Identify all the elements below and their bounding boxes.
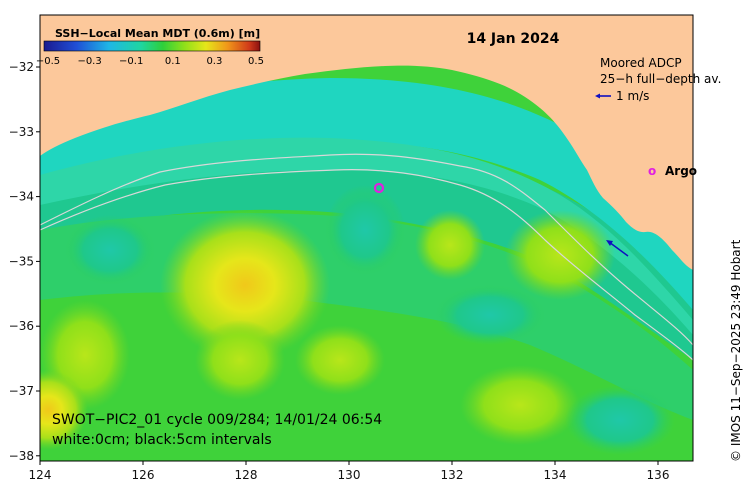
colorbar-tick-label: 0.3 bbox=[206, 56, 222, 67]
warm-eddy bbox=[160, 210, 330, 360]
velocity-scale-label: 1 m/s bbox=[616, 89, 649, 103]
x-tick-label: 126 bbox=[132, 468, 155, 482]
y-tick-label: −36 bbox=[9, 319, 34, 333]
x-tick-label: 128 bbox=[235, 468, 258, 482]
y-tick-label: −38 bbox=[9, 449, 34, 463]
argo-legend: o Argo bbox=[648, 164, 697, 178]
y-tick-label: −37 bbox=[9, 384, 34, 398]
cool-eddy-far-se bbox=[565, 385, 675, 455]
colorbar: SSH−Local Mean MDT (0.6m) [m] −0.5 −0.3 −0… bbox=[36, 27, 264, 67]
velocity-scale-arrowhead bbox=[595, 93, 600, 99]
adcp-legend-line2: 25−h full−depth av. bbox=[600, 72, 721, 86]
colorbar-tick-label: −0.3 bbox=[77, 56, 101, 67]
island bbox=[672, 241, 678, 247]
y-tick-label: −32 bbox=[9, 60, 34, 74]
x-axis: 124 126 128 130 132 134 136 bbox=[29, 461, 670, 482]
colorbar-tick-label: −0.5 bbox=[36, 56, 60, 67]
light-cyan-band bbox=[40, 137, 693, 335]
cyan-coastal-band bbox=[40, 78, 693, 310]
adcp-mooring-arrow[interactable] bbox=[606, 240, 629, 257]
colorbar-tick-label: −0.1 bbox=[119, 56, 143, 67]
x-tick-label: 132 bbox=[441, 468, 464, 482]
y-tick-label: −35 bbox=[9, 254, 34, 268]
land-mass bbox=[40, 15, 693, 270]
y-tick-label: −34 bbox=[9, 190, 34, 204]
lime-eddy-mid bbox=[415, 210, 485, 280]
bathymetry-contour-1 bbox=[40, 153, 693, 346]
colorbar-ticks: −0.5 −0.3 −0.1 0.1 0.3 0.5 bbox=[36, 56, 264, 67]
bathymetry-contour-2 bbox=[40, 169, 693, 361]
y-tick-label: −33 bbox=[9, 125, 34, 139]
y-axis: −32 −33 −34 −35 −36 −37 −38 bbox=[9, 60, 40, 463]
lime-eddy-east bbox=[505, 210, 615, 300]
cool-eddy-south bbox=[435, 285, 545, 345]
map-title: 14 Jan 2024 bbox=[467, 31, 560, 47]
colorbar-gradient bbox=[43, 40, 261, 52]
x-tick-label: 124 bbox=[29, 468, 52, 482]
colorbar-tick-label: 0.1 bbox=[165, 56, 181, 67]
colorbar-tick-label: 0.5 bbox=[248, 56, 264, 67]
lime-eddy-south2 bbox=[295, 325, 385, 395]
lime-eddy-south bbox=[195, 320, 285, 400]
island bbox=[686, 256, 690, 260]
x-tick-label: 134 bbox=[544, 468, 567, 482]
argo-legend-label: Argo bbox=[665, 164, 697, 178]
warm-eddy-west bbox=[40, 370, 88, 450]
caption-line2: white:0cm; black:5cm intervals bbox=[52, 432, 272, 448]
lime-eddy-se bbox=[460, 365, 580, 445]
x-tick-label: 130 bbox=[338, 468, 361, 482]
x-tick-label: 136 bbox=[647, 468, 670, 482]
argo-marker-symbol: o bbox=[648, 164, 656, 178]
plot-frame bbox=[39, 14, 694, 462]
caption-line1: SWOT−PIC2_01 cycle 009/284; 14/01/24 06:… bbox=[52, 412, 382, 428]
colorbar-title: SSH−Local Mean MDT (0.6m) [m] bbox=[55, 27, 260, 40]
adcp-legend: Moored ADCP 25−h full−depth av. 1 m/s bbox=[595, 56, 721, 103]
argo-float-marker[interactable] bbox=[373, 182, 385, 194]
cool-eddy-mid bbox=[325, 185, 405, 275]
adcp-legend-line1: Moored ADCP bbox=[600, 56, 682, 70]
credit-text: © IMOS 11−Sep−2025 23:49 Hobart bbox=[729, 239, 743, 462]
map-plot-area bbox=[40, 15, 693, 461]
cool-eddy-west bbox=[65, 215, 155, 285]
